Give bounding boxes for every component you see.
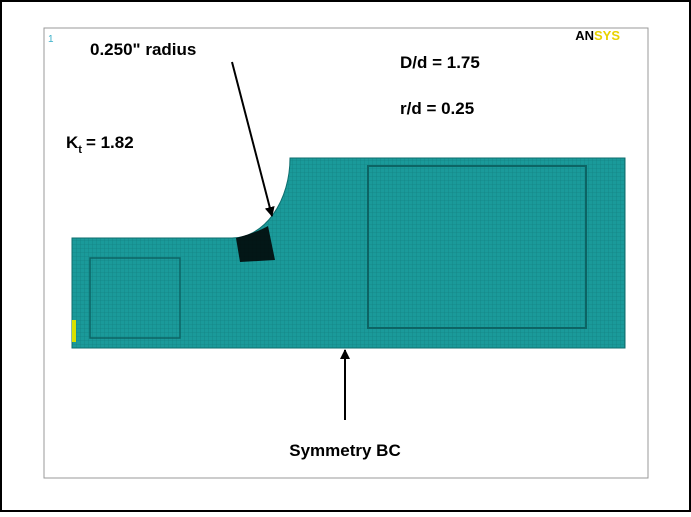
ratio-label: r/d = 0.25 [400, 99, 474, 118]
ratio-label: D/d = 1.75 [400, 53, 480, 72]
kt-symbol: K [66, 133, 79, 152]
logo: ANSYS [575, 28, 620, 43]
logo-part: SYS [594, 28, 620, 43]
kt-subscript: t [78, 144, 82, 156]
constraint-marker [72, 320, 76, 342]
logo-part: AN [575, 28, 594, 43]
bc-label: Symmetry BC [289, 441, 401, 460]
kt-value: = 1.82 [86, 133, 134, 152]
corner-number: 1 [48, 34, 54, 45]
page: 1 ANSYS 0.250" radius D/d = 1.75 r/d = 0… [0, 0, 691, 512]
radius-label: 0.250" radius [90, 40, 196, 59]
